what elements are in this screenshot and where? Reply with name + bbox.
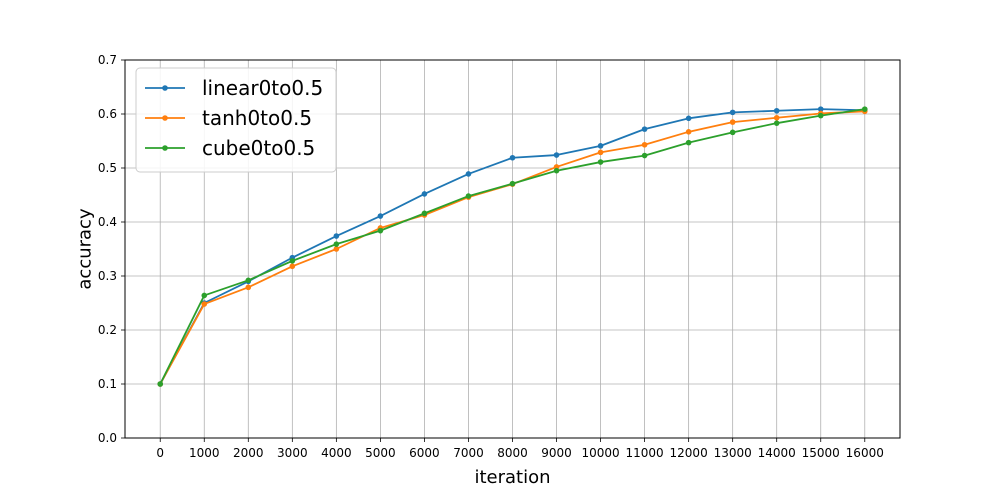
series-lines	[157, 106, 868, 387]
data-point	[377, 227, 384, 234]
legend-swatch-marker	[162, 145, 168, 151]
y-tick-label: 0.2	[98, 323, 117, 337]
x-axis-title: iteration	[474, 467, 550, 488]
data-point	[553, 152, 560, 158]
x-tick-label: 6000	[409, 446, 440, 460]
x-tick-label: 16000	[846, 446, 884, 460]
legend-item: linear0to0.5	[145, 76, 323, 100]
x-tick-label: 14000	[758, 446, 796, 460]
data-point	[729, 129, 736, 136]
data-point	[773, 114, 780, 121]
data-point	[333, 233, 340, 239]
data-point	[245, 284, 252, 291]
axis-ticks: 0 1000 2000 3000 4000 5000 6000 7000 8000 9000 100…	[98, 53, 884, 460]
data-point	[641, 126, 648, 132]
data-point	[817, 106, 824, 112]
data-point	[685, 129, 692, 135]
legend-swatch-marker	[162, 115, 168, 121]
data-point	[641, 141, 648, 148]
data-point	[773, 107, 780, 114]
legend-label: linear0to0.5	[202, 76, 323, 100]
y-tick-label: 0.0	[98, 431, 117, 445]
data-point	[421, 210, 428, 217]
x-tick-label: 5000	[365, 446, 396, 460]
x-tick-label: 1000	[189, 446, 220, 460]
x-tick-label: 9000	[541, 446, 572, 460]
y-tick-label: 0.7	[98, 53, 117, 67]
data-point	[685, 139, 692, 146]
data-point	[289, 258, 296, 264]
data-point	[597, 143, 604, 149]
data-point	[245, 277, 252, 284]
data-point	[377, 213, 384, 219]
legend-label: cube0to0.5	[202, 136, 315, 160]
data-point	[729, 119, 736, 125]
data-point	[729, 109, 736, 116]
data-point	[509, 180, 516, 187]
x-tick-label: 3000	[277, 446, 308, 460]
x-tick-label: 8000	[497, 446, 528, 460]
x-tick-label: 7000	[453, 446, 484, 460]
data-point	[685, 115, 692, 122]
x-tick-label: 10000	[581, 446, 619, 460]
legend-item: cube0to0.5	[145, 136, 315, 160]
x-tick-label: 13000	[714, 446, 752, 460]
y-tick-label: 0.6	[98, 107, 117, 121]
data-point	[289, 263, 296, 270]
data-point	[597, 149, 604, 156]
y-tick-label: 0.3	[98, 269, 117, 283]
data-point	[509, 154, 516, 161]
legend-box	[135, 67, 337, 173]
data-point	[157, 381, 164, 387]
data-point	[333, 241, 340, 247]
data-point	[553, 167, 560, 174]
data-point	[641, 152, 648, 159]
y-tick-label: 0.1	[98, 377, 117, 391]
data-point	[201, 292, 208, 299]
series-cube0to0.5	[157, 106, 868, 387]
y-axis-title: accuracy	[74, 208, 95, 290]
legend: linear0to0.5 tanh0to0.5 cube0to0.5	[135, 67, 337, 173]
y-tick-label: 0.5	[98, 161, 117, 175]
legend-swatch-marker	[162, 85, 168, 91]
data-point	[465, 193, 472, 199]
data-point	[333, 246, 340, 252]
data-point	[773, 120, 780, 126]
data-point	[861, 106, 868, 112]
x-tick-label: 2000	[233, 446, 264, 460]
data-point	[201, 301, 208, 307]
x-tick-label: 0	[156, 446, 164, 460]
x-tick-label: 12000	[670, 446, 708, 460]
y-tick-label: 0.4	[98, 215, 117, 229]
data-point	[597, 159, 604, 165]
data-point	[817, 112, 824, 119]
legend-item: tanh0to0.5	[145, 106, 312, 130]
x-tick-label: 4000	[321, 446, 352, 460]
data-point	[421, 191, 428, 197]
x-tick-label: 15000	[802, 446, 840, 460]
data-point	[465, 171, 472, 177]
legend-label: tanh0to0.5	[202, 106, 312, 130]
x-tick-label: 11000	[626, 446, 664, 460]
